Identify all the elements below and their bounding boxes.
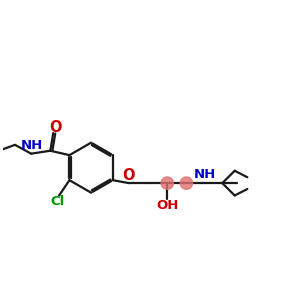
Circle shape: [180, 177, 193, 189]
Text: NH: NH: [21, 139, 43, 152]
Text: Cl: Cl: [50, 195, 65, 208]
Text: O: O: [49, 120, 62, 135]
Circle shape: [161, 177, 173, 189]
Text: OH: OH: [156, 199, 178, 212]
Text: NH: NH: [194, 168, 216, 182]
Text: O: O: [123, 168, 135, 183]
